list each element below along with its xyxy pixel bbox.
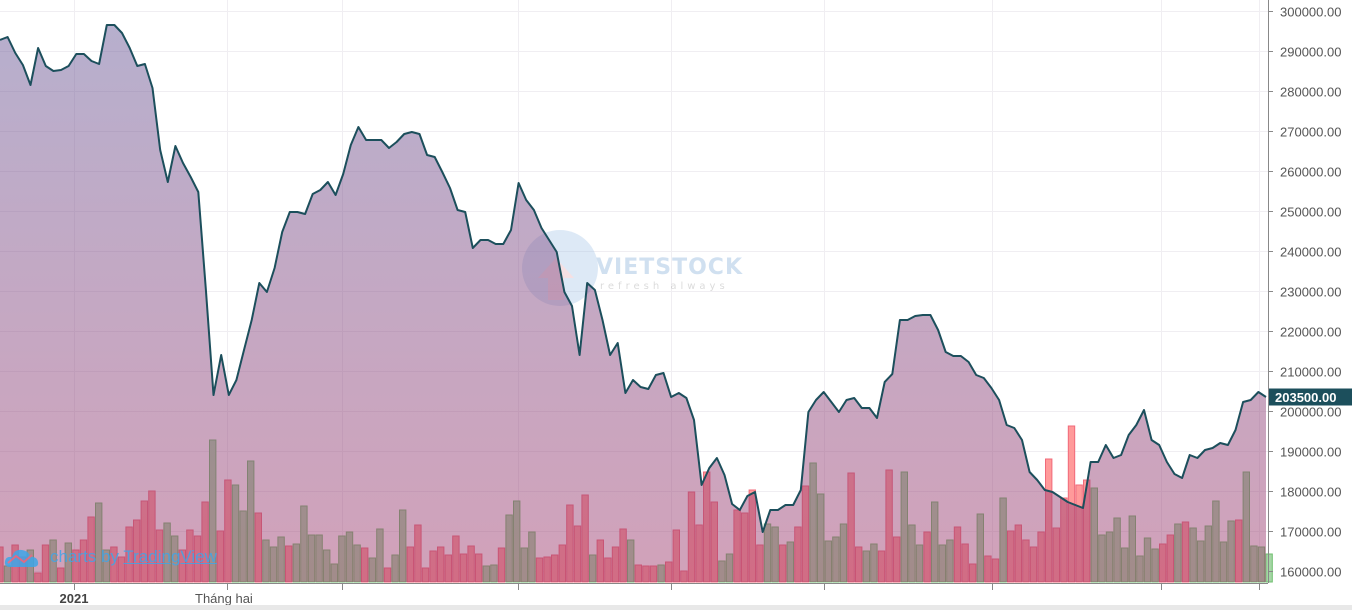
last-price-marker: 203500.00: [1269, 388, 1352, 406]
price-tick-label: 290000.00: [1280, 45, 1341, 60]
tradingview-cloud-icon: [4, 549, 39, 567]
price-tick-label: 230000.00: [1280, 285, 1341, 300]
price-axis[interactable]: 300000.00 290000.00 280000.00 270000.00 2600…: [1268, 5, 1341, 580]
price-tick-label: 160000.00: [1280, 565, 1341, 580]
price-tick-label: 190000.00: [1280, 445, 1341, 460]
tradingview-link[interactable]: TradingView: [123, 547, 217, 566]
watermark-brand: VIETSTOCK: [596, 255, 743, 280]
price-tick-label: 280000.00: [1280, 85, 1341, 100]
price-tick-label: 270000.00: [1280, 125, 1341, 140]
attribution-prefix: charts by: [50, 547, 124, 566]
price-tick-label: 180000.00: [1280, 485, 1341, 500]
last-price-badge: [1269, 388, 1352, 406]
volume-bar-up: [1265, 553, 1273, 583]
tradingview-attribution[interactable]: charts by TradingView: [4, 546, 217, 568]
price-tick-label: 250000.00: [1280, 205, 1341, 220]
price-tick-label: 170000.00: [1280, 525, 1341, 540]
price-tick-label: 300000.00: [1280, 5, 1341, 20]
price-tick-label: 240000.00: [1280, 245, 1341, 260]
watermark-tagline: refresh always: [600, 281, 729, 292]
time-tick-label: Tháng hai: [195, 591, 253, 605]
time-axis[interactable]: 2021 Tháng hai: [60, 584, 1260, 605]
last-price-label: 203500.00: [1275, 390, 1336, 405]
price-tick-label: 220000.00: [1280, 325, 1341, 340]
price-tick-label: 200000.00: [1280, 405, 1341, 420]
price-line: [0, 24, 1267, 533]
price-tick-label: 210000.00: [1280, 365, 1341, 380]
time-tick-label: 2021: [60, 591, 89, 605]
bottom-border: [0, 605, 1352, 610]
price-tick-label: 260000.00: [1280, 165, 1341, 180]
price-area: [0, 25, 1266, 582]
